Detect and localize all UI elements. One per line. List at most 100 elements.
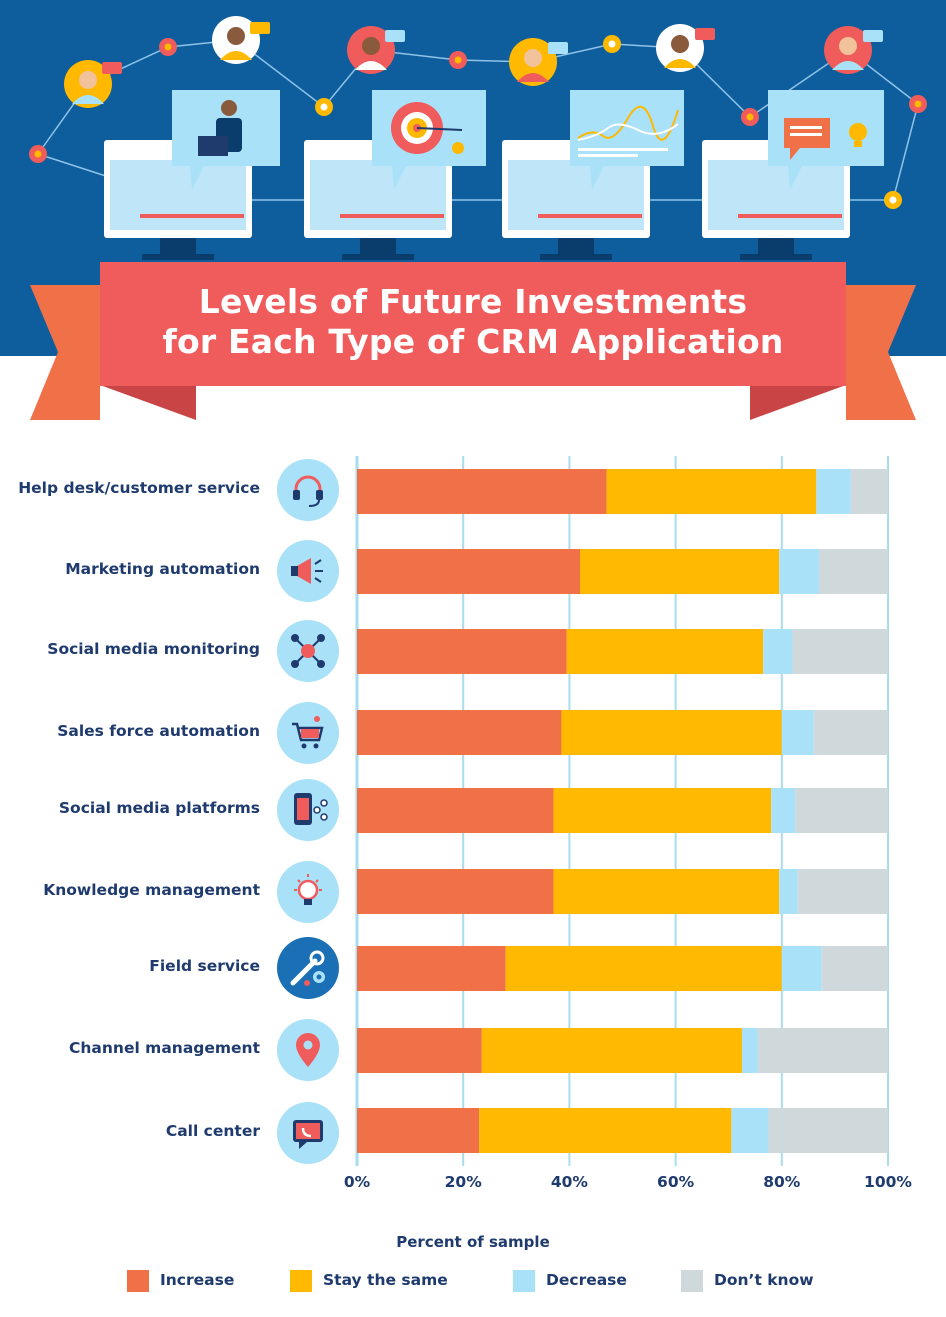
category-label: Marketing automation xyxy=(65,560,260,578)
bar-segment-decrease xyxy=(779,549,819,594)
avatar xyxy=(656,24,715,72)
stacked-bar-chart: 0% 20% 40% 60% 80% 100% xyxy=(344,456,912,1191)
bar-segment-decrease xyxy=(781,946,822,991)
bar-segment-dont-know xyxy=(821,946,888,991)
row-gap xyxy=(357,1073,888,1108)
row-gap xyxy=(357,833,888,869)
legend-label: Stay the same xyxy=(323,1271,448,1289)
row-gap xyxy=(357,674,888,710)
lightbulb-icon xyxy=(277,861,339,923)
gear-icon xyxy=(315,98,333,116)
banner-tail-left xyxy=(30,285,100,420)
bar-segment-increase xyxy=(357,788,554,833)
x-tick-label: 80% xyxy=(763,1173,801,1191)
bar-segment-dont-know xyxy=(757,1028,888,1073)
title-banner xyxy=(100,262,846,386)
gear-icon xyxy=(29,145,47,163)
row-gap xyxy=(357,991,888,1028)
x-axis-title: Percent of sample xyxy=(396,1233,550,1251)
legend-swatch xyxy=(127,1270,149,1292)
monitor-illustration xyxy=(104,90,280,260)
legend-label: Increase xyxy=(160,1271,235,1289)
bar-segment-decrease xyxy=(731,1108,769,1153)
bar-segment-increase xyxy=(357,629,567,674)
legend-label: Don’t know xyxy=(714,1271,814,1289)
bar-segment-dont-know xyxy=(768,1108,888,1153)
gear-icon xyxy=(603,35,621,53)
bar-segment-dont-know xyxy=(813,710,888,755)
banner-tail-right xyxy=(846,285,916,420)
network-icon xyxy=(277,620,339,682)
bar-segment-dont-know xyxy=(792,629,888,674)
legend-swatch xyxy=(290,1270,312,1292)
megaphone-icon xyxy=(277,540,339,602)
category-label: Call center xyxy=(165,1122,260,1140)
bar-segment-decrease xyxy=(741,1028,758,1073)
legend-label: Decrease xyxy=(546,1271,627,1289)
bar-segment-stay-the-same xyxy=(566,629,764,674)
page-subtitle: for Each Type of CRM Application xyxy=(162,322,784,361)
bar-segment-stay-the-same xyxy=(553,869,780,914)
bar-segment-decrease xyxy=(779,869,798,914)
bar-segment-dont-know xyxy=(797,869,888,914)
avatar xyxy=(824,26,883,74)
mobile-share-icon xyxy=(277,779,339,841)
row-gap xyxy=(357,755,888,788)
page-title: Levels of Future Investments xyxy=(198,282,748,321)
monitor-illustration xyxy=(702,90,884,260)
headset-icon xyxy=(277,459,339,521)
category-label: Field service xyxy=(149,957,260,975)
avatar xyxy=(64,60,122,108)
phone-chat-icon xyxy=(277,1102,339,1164)
row-gap xyxy=(357,594,888,629)
category-label: Channel management xyxy=(69,1039,260,1057)
bar-segment-dont-know xyxy=(795,788,888,833)
bar-segment-stay-the-same xyxy=(606,469,817,514)
avatar xyxy=(347,26,405,74)
shopping-cart-icon xyxy=(277,702,339,764)
bar-segment-stay-the-same xyxy=(481,1028,742,1073)
bar-segment-stay-the-same xyxy=(561,710,782,755)
row-gap xyxy=(357,914,888,946)
header-illustration xyxy=(0,0,946,420)
bar-segment-decrease xyxy=(781,710,814,755)
bar-segment-stay-the-same xyxy=(580,549,780,594)
bar-segment-stay-the-same xyxy=(505,946,782,991)
bar-segment-increase xyxy=(357,1028,482,1073)
x-tick-label: 0% xyxy=(344,1173,371,1191)
category-label: Knowledge management xyxy=(43,881,260,899)
x-tick-label: 40% xyxy=(551,1173,589,1191)
bar-segment-increase xyxy=(357,946,506,991)
wrench-gear-icon xyxy=(277,937,339,999)
x-tick-label: 60% xyxy=(657,1173,695,1191)
bar-segment-stay-the-same xyxy=(553,788,772,833)
bar-segment-increase xyxy=(357,549,581,594)
gear-icon xyxy=(741,108,759,126)
avatar xyxy=(212,16,270,64)
legend-swatch xyxy=(681,1270,703,1292)
bar-segment-increase xyxy=(357,869,554,914)
category-label: Help desk/customer service xyxy=(18,479,260,497)
gear-icon xyxy=(159,38,177,56)
bar-segment-stay-the-same xyxy=(479,1108,732,1153)
bar-segment-increase xyxy=(357,469,607,514)
bar-segment-decrease xyxy=(763,629,793,674)
bar-segment-dont-know xyxy=(818,549,888,594)
monitor-illustration xyxy=(304,90,486,260)
x-tick-label: 100% xyxy=(864,1173,912,1191)
bar-segment-increase xyxy=(357,1108,480,1153)
avatar xyxy=(509,38,568,86)
map-pin-icon xyxy=(277,1019,339,1081)
gear-icon xyxy=(449,51,467,69)
row-gap xyxy=(357,514,888,549)
legend-swatch xyxy=(513,1270,535,1292)
bar-segment-dont-know xyxy=(850,469,888,514)
bar-segment-decrease xyxy=(771,788,796,833)
gear-icon xyxy=(884,191,902,209)
bar-segment-increase xyxy=(357,710,562,755)
monitor-illustration xyxy=(502,90,684,260)
gear-icon xyxy=(909,95,927,113)
category-label: Social media platforms xyxy=(58,799,260,817)
x-tick-label: 20% xyxy=(445,1173,483,1191)
category-label: Social media monitoring xyxy=(47,640,260,658)
